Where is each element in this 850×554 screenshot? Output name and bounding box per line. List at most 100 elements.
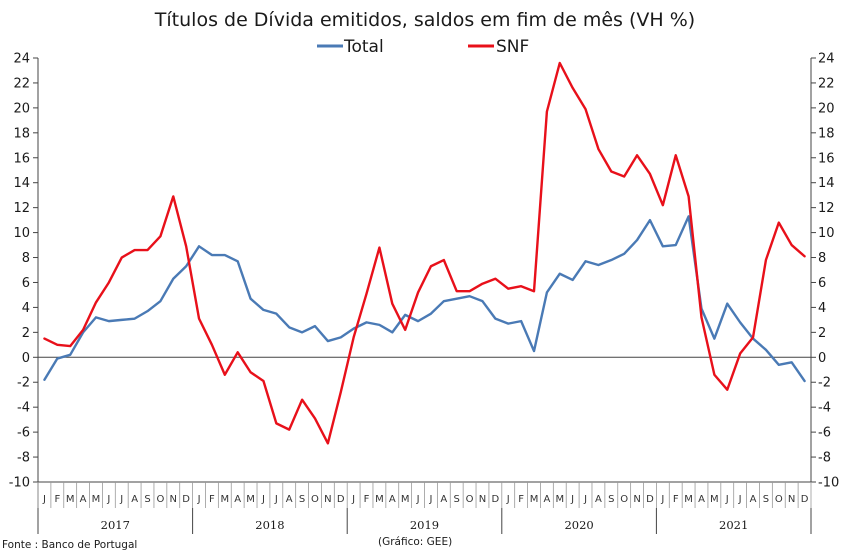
x-month-label: N — [479, 494, 486, 505]
y-tick-label-right: 4 — [818, 301, 826, 316]
x-year-label: 2020 — [564, 518, 593, 532]
x-month-label: J — [42, 494, 46, 505]
x-month-label: J — [274, 494, 278, 505]
y-tick-label-right: 0 — [818, 351, 826, 366]
x-month-label: A — [389, 494, 396, 505]
y-tick-label-right: -2 — [818, 376, 831, 391]
x-month-label: J — [416, 494, 420, 505]
x-year-label: 2018 — [255, 518, 284, 532]
x-month-label: J — [351, 494, 355, 505]
x-month-label: S — [299, 494, 305, 505]
x-year-label: 2021 — [719, 518, 748, 532]
y-tick-label-right: -8 — [818, 451, 831, 466]
x-month-label: N — [170, 494, 177, 505]
x-month-label: J — [660, 494, 664, 505]
x-month-label: J — [106, 494, 110, 505]
x-month-label: A — [543, 494, 550, 505]
x-month-label: A — [80, 494, 87, 505]
y-tick-label-left: -10 — [9, 476, 30, 491]
series-line-snf — [43, 61, 806, 445]
y-tick-label-left: 2 — [22, 326, 30, 341]
y-tick-label-left: 24 — [13, 52, 30, 67]
x-month-label: J — [261, 494, 265, 505]
y-tick-label-right: 20 — [818, 101, 835, 116]
x-month-label: M — [92, 494, 101, 505]
x-month-label: D — [646, 494, 654, 505]
x-month-label: M — [66, 494, 75, 505]
x-month-label: J — [583, 494, 587, 505]
x-month-label: D — [182, 494, 190, 505]
x-year-label: 2019 — [410, 518, 439, 532]
x-month-label: O — [311, 494, 319, 505]
y-tick-label-left: -6 — [17, 426, 30, 441]
x-month-label: J — [197, 494, 201, 505]
x-month-label: D — [337, 494, 345, 505]
x-month-label: A — [750, 494, 757, 505]
y-tick-label-right: 16 — [818, 151, 835, 166]
y-tick-label-right: 24 — [818, 52, 835, 67]
y-tick-label-left: -8 — [17, 451, 30, 466]
y-tick-label-left: 6 — [22, 276, 30, 291]
x-month-label: O — [775, 494, 783, 505]
x-month-label: M — [684, 494, 693, 505]
x-month-label: A — [131, 494, 138, 505]
x-month-label: J — [738, 494, 742, 505]
y-tick-label-right: 12 — [818, 201, 835, 216]
x-month-label: J — [428, 494, 432, 505]
y-tick-label-right: 22 — [818, 76, 835, 91]
legend: Total SNF — [317, 37, 529, 57]
x-month-label: S — [763, 494, 769, 505]
x-month-label: J — [725, 494, 729, 505]
y-tick-label-left: 8 — [22, 251, 30, 266]
x-month-label: S — [454, 494, 460, 505]
x-month-label: O — [466, 494, 474, 505]
x-month-label: A — [440, 494, 447, 505]
x-month-label: N — [324, 494, 331, 505]
y-tick-label-left: 10 — [13, 226, 30, 241]
x-month-label: F — [54, 494, 60, 505]
y-tick-label-right: 2 — [818, 326, 826, 341]
credit-note: (Gráfico: GEE) — [378, 536, 452, 548]
x-month-label: M — [220, 494, 229, 505]
x-month-label: F — [364, 494, 370, 505]
x-month-label: F — [209, 494, 215, 505]
x-month-label: A — [698, 494, 705, 505]
x-month-label: N — [788, 494, 795, 505]
x-month-label: M — [530, 494, 539, 505]
legend-label-snf: SNF — [496, 37, 529, 57]
y-tick-label-right: -10 — [818, 476, 839, 491]
x-month-label: M — [246, 494, 255, 505]
x-month-label: A — [234, 494, 241, 505]
x-month-label: D — [492, 494, 500, 505]
x-month-label: J — [119, 494, 123, 505]
series-line-total — [43, 215, 806, 383]
y-tick-label-left: 18 — [13, 126, 30, 141]
x-month-label: D — [801, 494, 809, 505]
x-month-label: J — [570, 494, 574, 505]
x-month-label: M — [710, 494, 719, 505]
x-month-label: O — [156, 494, 164, 505]
y-tick-label-left: 12 — [13, 201, 30, 216]
x-month-label: M — [555, 494, 564, 505]
x-month-label: O — [620, 494, 628, 505]
y-tick-label-right: 10 — [818, 226, 835, 241]
axes — [37, 58, 812, 534]
y-tick-label-left: 20 — [13, 101, 30, 116]
y-tick-label-left: 14 — [13, 176, 30, 191]
x-month-label: M — [401, 494, 410, 505]
x-month-label: N — [633, 494, 640, 505]
y-tick-label-left: 16 — [13, 151, 30, 166]
source-note: Fonte : Banco de Portugal — [2, 539, 137, 551]
y-tick-label-left: 4 — [22, 301, 30, 316]
y-tick-label-left: -4 — [17, 401, 30, 416]
x-month-label: A — [286, 494, 293, 505]
legend-label-total: Total — [343, 37, 384, 57]
x-month-label: F — [518, 494, 524, 505]
y-tick-label-right: 8 — [818, 251, 826, 266]
series-layer — [43, 61, 806, 445]
y-tick-label-left: 0 — [22, 351, 30, 366]
